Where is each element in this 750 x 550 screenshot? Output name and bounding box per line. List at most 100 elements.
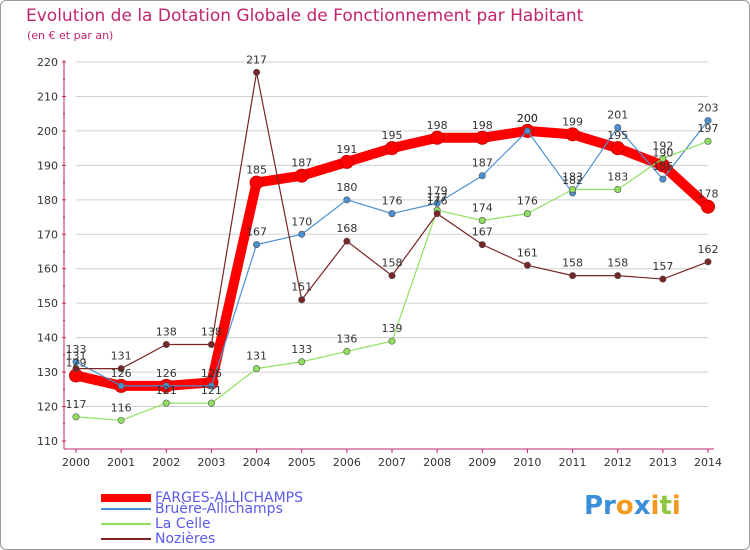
data-point-2-1 [117,416,125,424]
y-tick-label-120: 120 [37,401,58,414]
data-label-2-8: 177 [427,191,448,204]
data-point-1-1 [117,382,125,390]
data-label-1-4: 167 [246,226,267,239]
data-point-1-13 [659,175,667,183]
data-label-3-0: 131 [66,350,87,363]
data-label-2-0: 117 [66,398,87,411]
data-point-1-8 [433,199,441,207]
data-label-3-1: 131 [111,350,132,363]
data-point-0-12 [610,141,625,156]
data-label-2-6: 136 [336,332,357,345]
y-tick-label-200: 200 [37,125,58,138]
data-point-0-14 [701,199,715,214]
y-tick-label-170: 170 [37,228,58,241]
data-point-2-12 [614,185,622,193]
data-point-1-7 [388,210,396,218]
data-label-3-14: 162 [698,243,719,256]
data-label-1-14: 203 [698,102,719,115]
data-point-2-2 [162,399,170,407]
data-point-0-6 [339,154,354,169]
y-tick-label-210: 210 [37,90,58,103]
data-point-2-10 [523,210,531,218]
data-label-1-7: 176 [382,195,403,208]
data-point-3-9 [478,241,486,249]
data-label-0-14: 178 [698,188,719,201]
y-tick-label-190: 190 [37,159,58,172]
data-label-1-12: 201 [607,108,628,121]
data-point-3-8 [433,210,441,218]
x-tick-label-2010: 2010 [513,456,541,469]
data-point-3-6 [343,237,351,245]
legend-label-bruere: Bruère-Allichamps [155,501,283,517]
data-label-3-9: 167 [472,226,493,239]
data-label-2-4: 131 [246,350,267,363]
data-label-3-2: 138 [156,326,177,339]
data-label-0-6: 191 [336,143,357,156]
data-label-0-0: 129 [66,357,87,370]
data-point-2-14 [704,137,712,145]
x-tick-label-2013: 2013 [649,456,677,469]
data-label-1-10: 200 [517,112,538,125]
y-tick-label-140: 140 [37,332,58,345]
data-label-0-8: 198 [427,119,448,132]
data-label-3-3: 138 [201,326,222,339]
data-label-2-10: 176 [517,195,538,208]
data-point-2-9 [478,216,486,224]
legend-item-lacelle: La Celle [101,517,211,531]
data-label-2-14: 197 [698,122,719,135]
legend-swatch-nozieres [101,538,151,540]
data-point-2-5 [298,358,306,366]
legend-label-nozieres: Nozières [155,531,216,547]
data-label-1-6: 180 [336,181,357,194]
data-label-1-2: 126 [156,367,177,380]
data-point-1-10 [523,127,531,135]
data-label-3-7: 158 [382,257,403,270]
data-point-1-3 [207,382,215,390]
x-tick-label-2000: 2000 [62,456,90,469]
data-label-3-5: 151 [291,281,312,294]
data-label-1-8: 179 [427,184,448,197]
data-label-3-13: 157 [652,260,673,273]
data-label-0-13: 190 [652,146,673,159]
data-point-1-12 [614,123,622,131]
data-label-3-8: 176 [427,195,448,208]
x-tick-label-2005: 2005 [288,456,316,469]
data-label-1-11: 182 [562,174,583,187]
x-tick-label-2003: 2003 [197,456,225,469]
x-tick-label-2008: 2008 [423,456,451,469]
data-label-1-13: 186 [652,160,673,173]
data-label-1-1: 126 [111,367,132,380]
chart-subtitle: (en € et par an) [27,29,114,42]
data-label-2-1: 116 [111,401,132,414]
y-tick-label-150: 150 [37,297,58,310]
x-tick-label-2007: 2007 [378,456,406,469]
legend-item-farges: FARGES-ALLICHAMPS [101,491,303,505]
y-tick-label-180: 180 [37,194,58,207]
data-point-1-0 [72,358,80,366]
data-label-1-3: 126 [201,367,222,380]
data-label-1-9: 187 [472,157,493,170]
data-point-2-7 [388,337,396,345]
data-point-0-11 [565,127,580,142]
x-tick-label-2012: 2012 [604,456,632,469]
y-tick-label-110: 110 [37,435,58,448]
data-point-1-9 [478,172,486,180]
data-label-1-5: 170 [291,215,312,228]
data-point-3-5 [298,296,306,304]
data-point-3-1 [117,365,125,373]
data-label-0-4: 185 [246,164,267,177]
data-label-2-11: 183 [562,170,583,183]
data-label-1-0: 133 [66,343,87,356]
data-point-3-7 [388,272,396,280]
data-point-1-2 [162,382,170,390]
x-tick-label-2014: 2014 [694,456,722,469]
data-point-3-10 [523,261,531,269]
y-tick-label-160: 160 [37,263,58,276]
data-label-2-2: 121 [156,384,177,397]
legend-item-bruere: Bruère-Allichamps [101,502,283,516]
data-point-1-6 [343,196,351,204]
data-point-2-11 [569,185,577,193]
series-line-1 [75,119,709,387]
